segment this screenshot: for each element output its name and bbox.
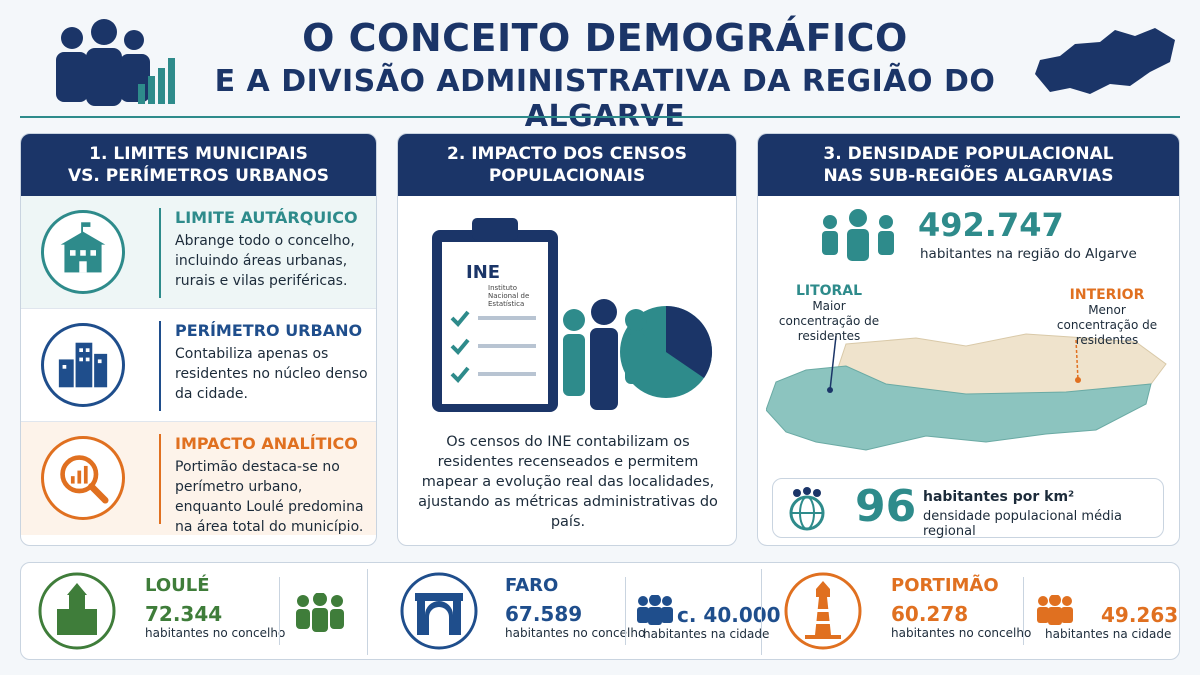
item-text: Abrange todo o concelho, incluindo áreas…	[175, 233, 355, 289]
city-label: habitantes na cidade	[1045, 627, 1172, 641]
globe-icon	[789, 487, 825, 531]
item-heading: PERÍMETRO URBANO	[175, 321, 363, 340]
map-label: INTERIOR Menor concentração de residentes	[1046, 284, 1168, 348]
city-value: 49.263	[1101, 603, 1179, 627]
icon	[41, 436, 125, 520]
density-value: 96	[855, 481, 917, 532]
panel-title: NAS SUB-REGIÕES ALGARVIAS	[823, 166, 1114, 186]
item: LIMITE AUTÁRQUICO Abrange todo o concelh…	[21, 196, 376, 309]
density-unit: habitantes por km²	[923, 489, 1075, 505]
city-label: habitantes no concelho	[891, 626, 1032, 640]
density-label: densidade populacional média regional	[923, 509, 1122, 539]
city-icon	[38, 572, 116, 650]
label-title: LITORAL	[795, 283, 863, 299]
item-text: Portimão destaca-se no perímetro urbano,…	[175, 459, 364, 535]
logo: INE	[466, 262, 501, 283]
city-label: habitantes no concelho	[145, 626, 286, 640]
icon	[41, 210, 125, 294]
city: FARO 67.589 habitantes no concelho	[505, 575, 645, 641]
city-icon	[784, 572, 862, 650]
city-name: FARO	[505, 575, 559, 596]
item-text: Contabiliza apenas os residentes no núcl…	[175, 346, 368, 402]
city-sub: 49.263 habitantes na cidade	[1045, 603, 1178, 642]
separator	[367, 569, 368, 655]
panel-title: POPULACIONAIS	[488, 166, 646, 186]
item-heading: LIMITE AUTÁRQUICO	[175, 208, 358, 227]
title-line: E A DIVISÃO ADMINISTRATIVA DA REGIÃO DO …	[214, 64, 996, 134]
panel-header: 2. IMPACTO DOS CENSOS POPULACIONAIS	[398, 134, 736, 196]
panel-header: 1. LIMITES MUNICIPAIS VS. PERÍMETROS URB…	[21, 134, 376, 196]
city-icon	[400, 572, 478, 650]
panel-title: 3. DENSIDADE POPULACIONAL	[823, 144, 1114, 164]
city-name: LOULÉ	[145, 575, 210, 596]
separator	[625, 577, 626, 645]
people-icon	[296, 593, 344, 632]
divider	[20, 116, 1180, 118]
city-label: habitantes na cidade	[643, 627, 770, 641]
icon	[41, 323, 125, 407]
people-icon	[822, 209, 894, 261]
city-value: 72.344	[145, 602, 223, 626]
stat-label: habitantes na região do Algarve	[920, 246, 1137, 262]
region-map	[766, 333, 1167, 451]
panel-title: 1. LIMITES MUNICIPAIS	[89, 144, 308, 164]
panel-header: 3. DENSIDADE POPULACIONAL NAS SUB-REGIÕE…	[758, 134, 1179, 196]
city-label: habitantes no concelho	[505, 626, 646, 640]
map-label: LITORAL Maior concentração de residentes	[774, 280, 884, 344]
city-sub: c. 40.000 habitantes na cidade	[643, 603, 781, 642]
census-illustration	[432, 218, 713, 412]
density-box: 96 habitantes por km² densidade populaci…	[772, 478, 1164, 539]
city: LOULÉ 72.344 habitantes no concelho	[145, 575, 285, 641]
logo-subtitle: Instituto Nacional de Estatística	[488, 284, 530, 308]
item-heading: IMPACTO ANALÍTICO	[175, 434, 358, 453]
panel: 3. DENSIDADE POPULACIONAL NAS SUB-REGIÕE…	[757, 133, 1180, 546]
city-value: 67.589	[505, 602, 583, 626]
separator	[761, 569, 762, 655]
city-value: 60.278	[891, 602, 969, 626]
separator	[1023, 577, 1024, 645]
label-note: Maior concentração de residentes	[778, 299, 880, 343]
people-icon	[1037, 595, 1073, 625]
header-icon	[56, 19, 175, 106]
item: IMPACTO ANALÍTICO Portimão destaca-se no…	[21, 422, 376, 535]
label-note: Menor concentração de residentes	[1056, 303, 1158, 347]
algarve-silhouette	[1035, 28, 1175, 94]
label-title: INTERIOR	[1069, 287, 1145, 303]
city-value: c. 40.000	[677, 603, 781, 627]
stat-value: 492.747	[918, 206, 1064, 244]
panel-title: 2. IMPACTO DOS CENSOS	[447, 144, 687, 164]
cities-strip: LOULÉ 72.344 habitantes no concelho FARO…	[20, 562, 1180, 660]
title-line: O CONCEITO DEMOGRÁFICO	[302, 16, 908, 60]
panel: 1. LIMITES MUNICIPAIS VS. PERÍMETROS URB…	[20, 133, 377, 546]
separator	[279, 577, 280, 645]
panel: 2. IMPACTO DOS CENSOS POPULACIONAIS INE …	[397, 133, 737, 546]
city: PORTIMÃO 60.278 habitantes no concelho	[891, 575, 1031, 641]
people-icon	[637, 595, 673, 625]
item: PERÍMETRO URBANO Contabiliza apenas os r…	[21, 309, 376, 422]
panel-title: VS. PERÍMETROS URBANOS	[67, 166, 330, 186]
city-name: PORTIMÃO	[891, 575, 999, 596]
panel-text: Os censos do INE contabilizam os residen…	[418, 434, 718, 530]
